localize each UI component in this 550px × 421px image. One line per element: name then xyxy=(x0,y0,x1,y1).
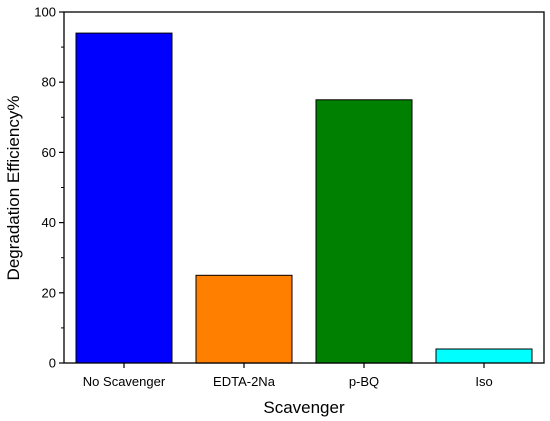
y-tick-label: 40 xyxy=(42,215,56,230)
x-tick-label: p-BQ xyxy=(349,374,379,389)
y-tick-label: 100 xyxy=(34,5,56,20)
bar-edta-2na xyxy=(195,274,293,364)
y-tick-label: 0 xyxy=(49,356,56,371)
x-tick-label: No Scavenger xyxy=(83,374,166,389)
bar-iso xyxy=(435,348,533,364)
y-tick-label: 20 xyxy=(42,285,56,300)
y-axis-ticks: 0 20 40 60 80 100 xyxy=(34,5,64,371)
plot-frame xyxy=(63,11,545,364)
x-axis-ticks: No Scavenger EDTA-2Na p-BQ Iso xyxy=(83,363,493,389)
x-axis-title: Scavenger xyxy=(263,398,345,417)
bar-no-scavenger xyxy=(75,32,173,364)
x-tick-label: EDTA-2Na xyxy=(213,374,276,389)
y-tick-label: 60 xyxy=(42,145,56,160)
bars-group xyxy=(75,32,533,364)
bar-p-bq xyxy=(315,99,413,364)
y-axis-title: Degradation Efficiency% xyxy=(4,96,23,281)
x-tick-label: Iso xyxy=(475,374,492,389)
y-tick-label: 80 xyxy=(42,75,56,90)
